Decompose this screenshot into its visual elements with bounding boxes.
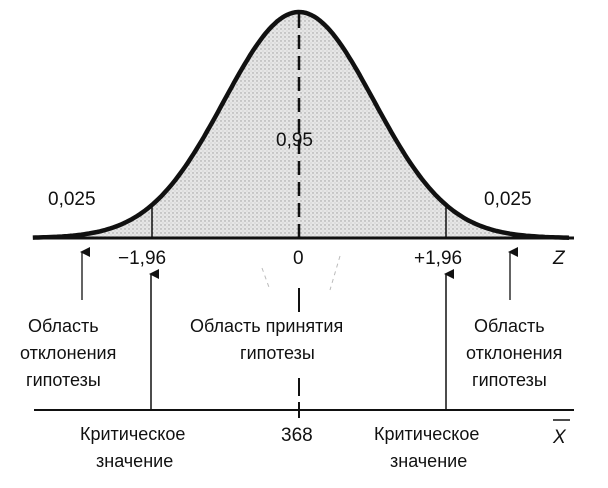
svg-text:Область принятия: Область принятия bbox=[190, 316, 343, 336]
critical-value-label-left: Критическое значение bbox=[80, 424, 185, 471]
svg-text:гипотезы: гипотезы bbox=[240, 343, 315, 363]
svg-text:отклонения: отклонения bbox=[466, 343, 562, 363]
svg-text:гипотезы: гипотезы bbox=[472, 370, 547, 390]
svg-text:гипотезы: гипотезы bbox=[26, 370, 101, 390]
probability-area bbox=[32, 12, 570, 238]
tick-label-left: −1,96 bbox=[118, 248, 166, 269]
svg-text:Область: Область bbox=[474, 316, 545, 336]
svg-text:значение: значение bbox=[96, 451, 173, 471]
z-axis-label: Z bbox=[552, 248, 566, 269]
x-axis-label: X bbox=[552, 427, 567, 448]
critical-value-label-right: Критическое значение bbox=[374, 424, 479, 471]
tick-label-center: 0 bbox=[293, 248, 304, 269]
svg-text:Критическое: Критическое bbox=[374, 424, 479, 444]
svg-text:Критическое: Критическое bbox=[80, 424, 185, 444]
left-tail-probability-label: 0,025 bbox=[48, 189, 96, 210]
faint-guide-left bbox=[261, 267, 271, 291]
normal-curve bbox=[32, 9, 570, 240]
x-mean-tick-label: 368 bbox=[281, 425, 313, 446]
left-rejection-region-label: Область отклонения гипотезы bbox=[20, 316, 116, 390]
faint-guide-right bbox=[329, 255, 341, 291]
center-probability-label: 0,95 bbox=[276, 130, 313, 151]
svg-text:значение: значение bbox=[390, 451, 467, 471]
tick-label-right: +1,96 bbox=[414, 248, 462, 269]
svg-text:отклонения: отклонения bbox=[20, 343, 116, 363]
acceptance-region-label: Область принятия гипотезы bbox=[190, 316, 343, 363]
right-tail-probability-label: 0,025 bbox=[484, 189, 532, 210]
svg-text:Область: Область bbox=[28, 316, 99, 336]
right-rejection-region-label: Область отклонения гипотезы bbox=[466, 316, 562, 390]
